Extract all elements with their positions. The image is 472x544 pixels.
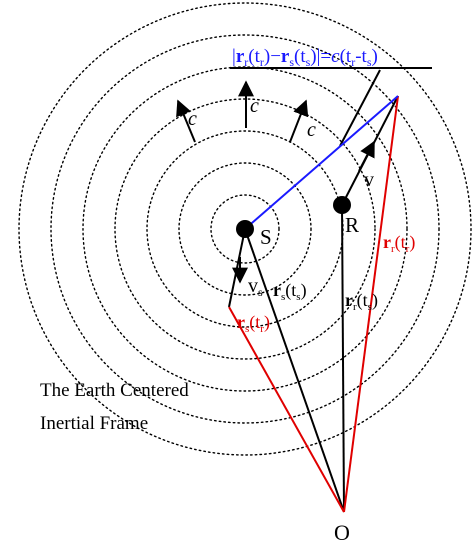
- wavefront-circle-7: [18, 2, 472, 456]
- origin-label: O: [334, 520, 350, 544]
- receiver-velocity-arrowhead: [358, 140, 375, 172]
- receiver-label: R: [345, 213, 359, 237]
- vector-rr-ts: [341, 204, 345, 513]
- c-arrow-right: [289, 99, 309, 143]
- frame-caption-line2: Inertial Frame: [40, 413, 148, 434]
- satellite-velocity-label: vs: [248, 275, 263, 299]
- label-rr-ts: rr(ts): [345, 290, 378, 313]
- receiver-velocity-label: v: [364, 169, 374, 191]
- sat-velocity-arrow: [228, 228, 246, 308]
- satellite-point: [236, 220, 254, 238]
- c-label-right: c: [307, 119, 316, 141]
- signal-path-line: [244, 95, 399, 230]
- wavefront-circle-1: [210, 194, 280, 264]
- c-arrow-left: [176, 99, 196, 143]
- label-rs-tr: rs(tr): [237, 312, 270, 335]
- propagation-arrows: [176, 80, 309, 143]
- vector-rs-tr: [228, 306, 345, 513]
- c-label-left: c: [188, 108, 197, 130]
- equation-leader-line: [339, 69, 381, 147]
- frame-caption-line1: The Earth Centered: [40, 380, 189, 401]
- range-equation: |rr(tr)−rs(ts)|=c(tr-ts): [232, 46, 378, 69]
- vector-rr-tr: [343, 95, 399, 513]
- wavefront-circle-2: [178, 162, 312, 296]
- label-rr-tr: rr(tr): [383, 232, 415, 255]
- red-vectors: [228, 95, 399, 513]
- black-vectors: [228, 67, 432, 513]
- satellite-label: S: [260, 225, 272, 249]
- wavefront-circle-6: [50, 34, 440, 424]
- receiver-point: [333, 196, 351, 214]
- vector-rs-ts: [244, 228, 345, 513]
- c-label-center: c: [250, 95, 259, 117]
- label-rs-ts: rs(ts): [273, 280, 307, 303]
